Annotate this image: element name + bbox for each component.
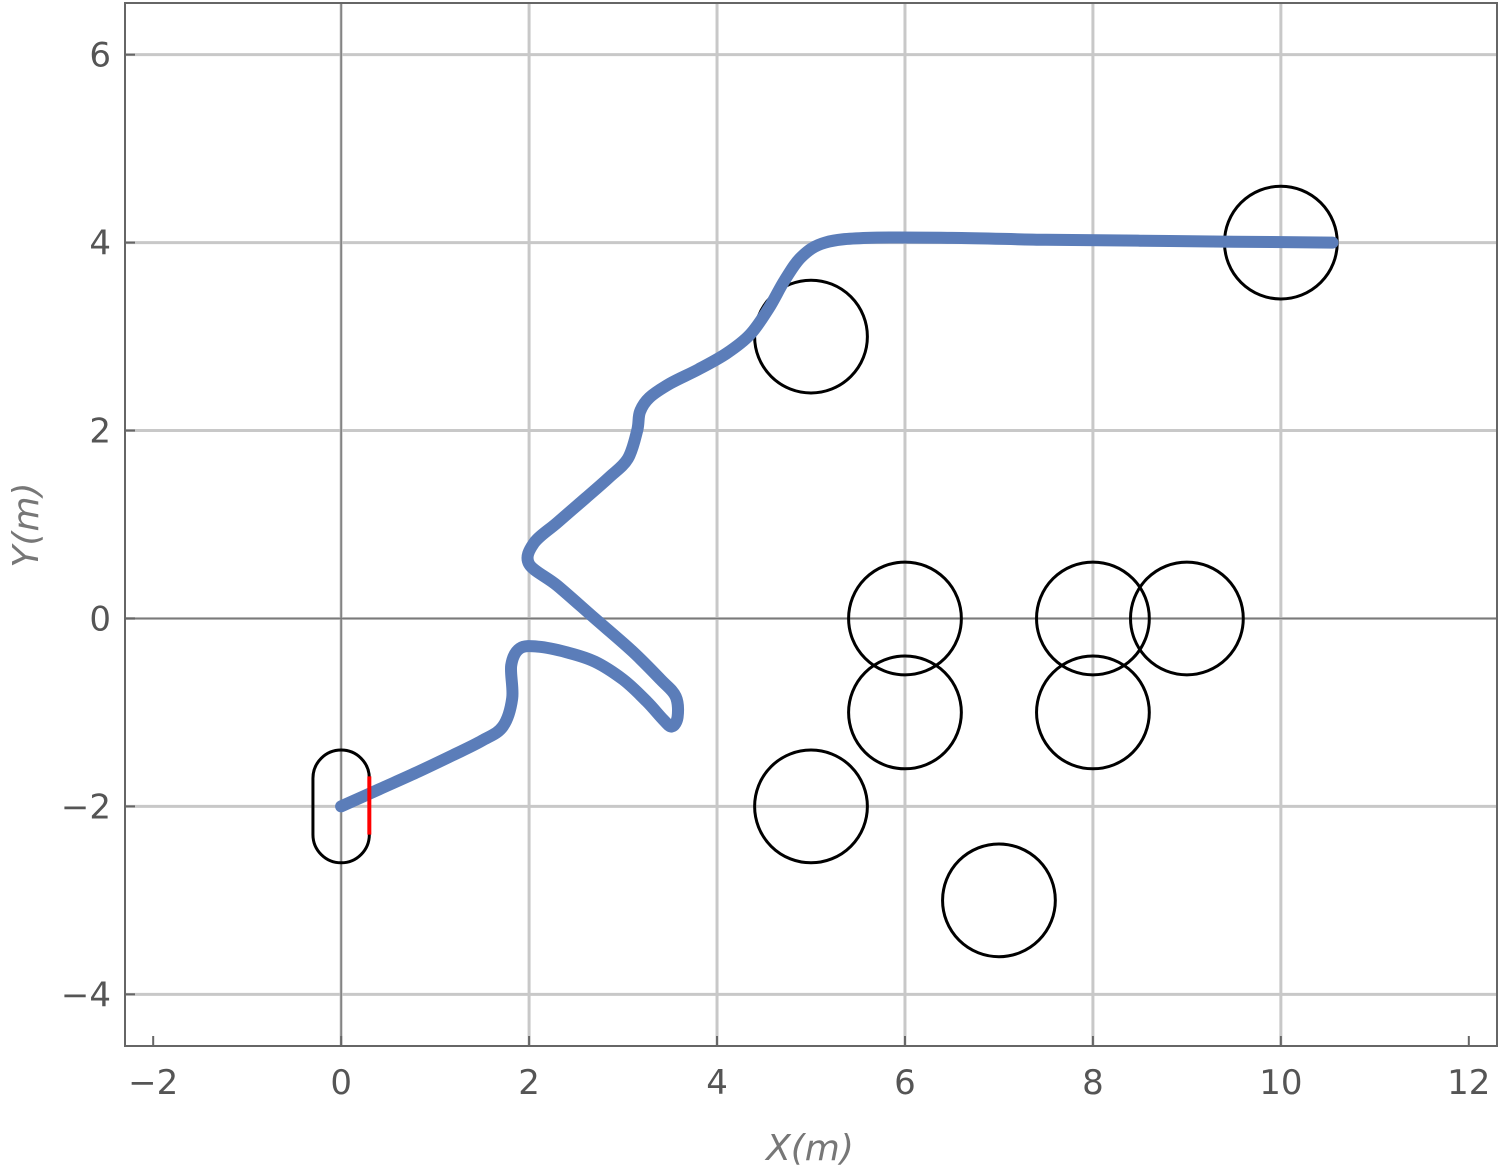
x-tick-label: 2 [518,1063,540,1103]
x-tick-label: 12 [1447,1063,1490,1103]
grid-lines [125,3,1497,1046]
x-tick-label: 6 [894,1063,916,1103]
obstacle-circle [1035,560,1151,677]
obstacle-circle [941,842,1057,959]
obstacle-circle [1129,560,1245,677]
y-tick-label: 4 [89,224,111,264]
obstacle-circle [847,654,963,771]
obstacle-circle [847,560,963,677]
y-tick-label: 2 [89,412,111,452]
obstacle-circle [1035,654,1151,771]
x-axis-label: X(m) [764,1128,854,1169]
x-tick-label: 4 [706,1063,728,1103]
x-tick-label: −2 [128,1063,178,1103]
x-tick-label: 0 [330,1063,352,1103]
y-tick-label: 6 [89,36,111,76]
tick-labels: −2 0 2 4 6 8 10 12 −4 −2 0 2 4 6 [61,36,1491,1103]
y-axis-label: Y(m) [6,482,47,567]
axis-ticks [125,53,1470,1046]
x-tick-label: 8 [1082,1063,1104,1103]
plot-frame [124,2,1498,1047]
obstacle-circle [753,748,869,865]
y-tick-label: −2 [61,787,111,827]
robot-path [335,231,1339,813]
robot-layer [311,748,372,865]
zero-axis-lines [125,3,1497,1046]
y-tick-label: 0 [89,599,111,639]
obstacles [753,184,1339,959]
y-tick-label: −4 [61,975,111,1015]
robot-path-layer [335,231,1339,813]
x-tick-label: 10 [1259,1063,1302,1103]
